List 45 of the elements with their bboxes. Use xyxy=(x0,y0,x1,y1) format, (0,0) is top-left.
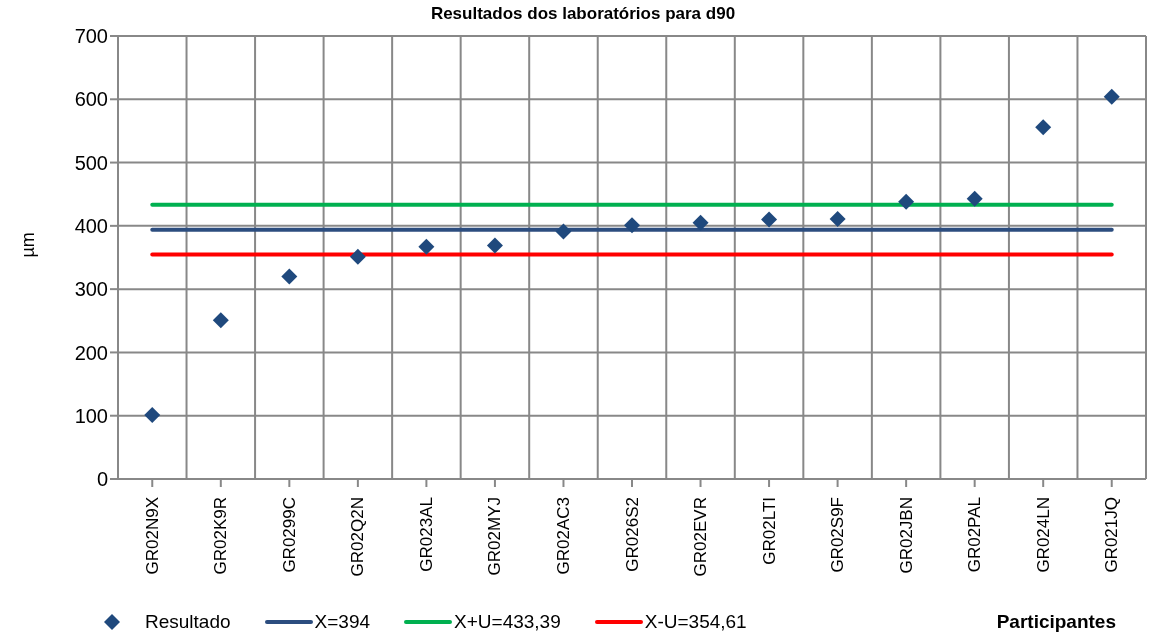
y-tick-label: 100 xyxy=(74,404,108,427)
point xyxy=(555,223,572,240)
point xyxy=(624,217,640,234)
x-tick-label: GR02JBN xyxy=(896,497,916,574)
x-tick-label: GR02S9F xyxy=(828,497,848,573)
x-tick-label: GR02Q2N xyxy=(348,497,368,577)
x-tick-label: GR024LN xyxy=(1033,497,1053,573)
y-tick-label: 600 xyxy=(74,88,108,111)
y-tick-label: 400 xyxy=(74,214,108,237)
x-tick-label: GR02AC3 xyxy=(553,497,573,575)
x-axis-title: Participantes xyxy=(996,611,1116,633)
point xyxy=(1035,119,1052,136)
point xyxy=(692,214,709,231)
legend-label: X+U=433,39 xyxy=(454,611,561,633)
point xyxy=(418,238,435,255)
legend-label: X-U=354,61 xyxy=(644,611,747,633)
x-tick-label: GR02LTI xyxy=(759,497,779,565)
y-tick-label: 200 xyxy=(74,341,108,364)
y-axis-title: µm xyxy=(18,232,39,258)
point xyxy=(761,211,778,228)
point xyxy=(349,248,366,265)
point xyxy=(486,237,503,254)
point xyxy=(898,193,915,210)
x-tick-label: GR0299C xyxy=(279,497,299,573)
legend-label: X=394 xyxy=(314,611,371,633)
x-tick-label: GR023AL xyxy=(416,497,436,572)
point xyxy=(1103,88,1120,105)
x-tick-label: GR02K9R xyxy=(211,497,231,575)
y-tick-label: 700 xyxy=(74,25,108,48)
point xyxy=(144,407,161,424)
legend-label: Resultado xyxy=(145,611,231,633)
chart-title: Resultados dos laboratórios para d90 xyxy=(429,4,737,24)
x-tick-label: GR02MYJ xyxy=(485,497,505,576)
y-tick-label: 0 xyxy=(96,468,108,491)
point xyxy=(966,190,983,207)
point xyxy=(212,312,229,329)
x-tick-label: GR02EVR xyxy=(691,497,711,577)
y-tick-label: 500 xyxy=(74,151,108,174)
point xyxy=(829,210,846,227)
x-tick-label: GR021JQ xyxy=(1102,497,1122,573)
point xyxy=(281,268,298,285)
x-tick-label: GR02PAL xyxy=(965,497,985,573)
y-tick-label: 300 xyxy=(74,278,108,301)
x-tick-label: GR026S2 xyxy=(622,497,642,572)
x-tick-label: GR02N9X xyxy=(142,497,162,575)
